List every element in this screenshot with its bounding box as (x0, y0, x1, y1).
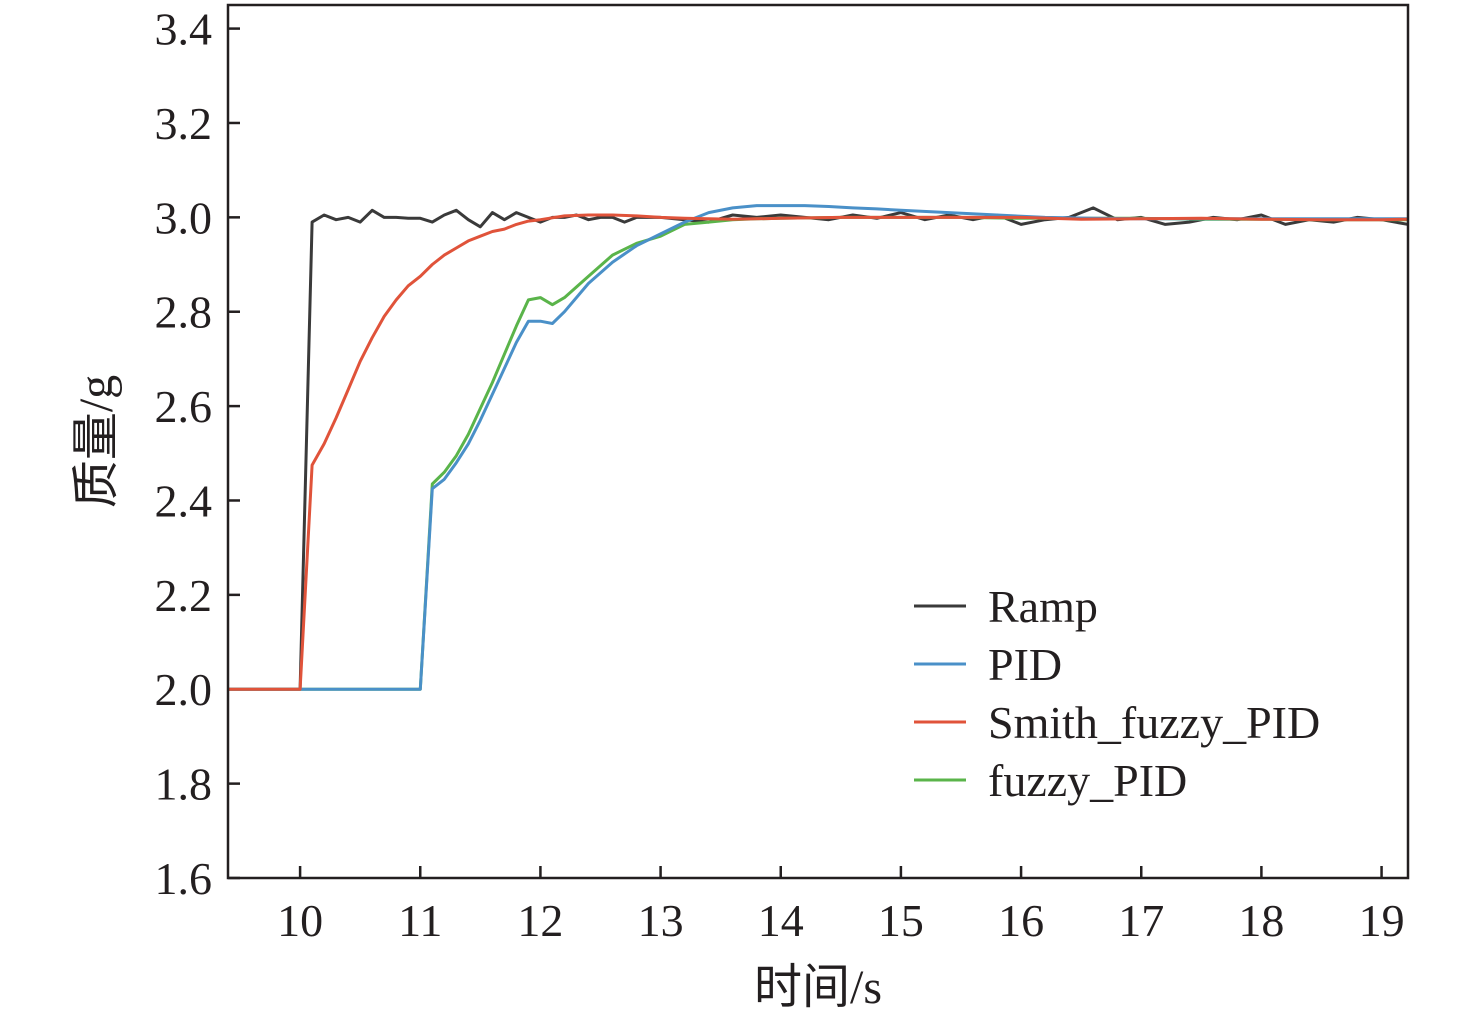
x-axis-title: 时间/s (754, 961, 882, 1014)
y-tick-label: 3.0 (155, 192, 213, 243)
x-axis-ticks: 10 11 12 13 14 15 16 17 18 19 (277, 866, 1405, 946)
y-axis-title: 质量/g (70, 375, 123, 508)
legend: Ramp PID Smith_fuzzy_PID fuzzy_PID (914, 581, 1320, 806)
y-axis-ticks: 1.6 1.8 2.0 2.2 2.4 2.6 2.8 3.0 3.2 3.4 (155, 4, 240, 904)
y-tick-label: 2.0 (155, 664, 213, 715)
y-tick-label: 2.4 (155, 475, 213, 526)
x-tick-label: 11 (398, 895, 442, 946)
x-tick-label: 15 (878, 895, 924, 946)
x-tick-label: 19 (1359, 895, 1405, 946)
legend-label: fuzzy_PID (988, 755, 1187, 806)
plot-frame (226, 3, 1410, 880)
y-tick-label: 2.2 (155, 570, 213, 621)
x-tick-label: 10 (277, 895, 323, 946)
series-layer (228, 204, 1408, 691)
y-tick-label: 1.6 (155, 853, 213, 904)
y-tick-label: 3.2 (155, 98, 213, 149)
y-tick-label: 3.4 (155, 4, 213, 55)
x-tick-label: 13 (638, 895, 684, 946)
x-tick-label: 18 (1238, 895, 1284, 946)
legend-label: PID (988, 639, 1062, 690)
y-tick-label: 1.8 (155, 759, 213, 810)
x-tick-label: 14 (758, 895, 804, 946)
x-tick-label: 16 (998, 895, 1044, 946)
y-tick-label: 2.6 (155, 381, 213, 432)
legend-label: Smith_fuzzy_PID (988, 697, 1320, 748)
x-tick-label: 12 (517, 895, 563, 946)
series-line-smith-fuzzy-pid (228, 213, 1408, 691)
y-tick-label: 2.8 (155, 287, 213, 338)
legend-label: Ramp (988, 581, 1098, 632)
x-tick-label: 17 (1118, 895, 1164, 946)
